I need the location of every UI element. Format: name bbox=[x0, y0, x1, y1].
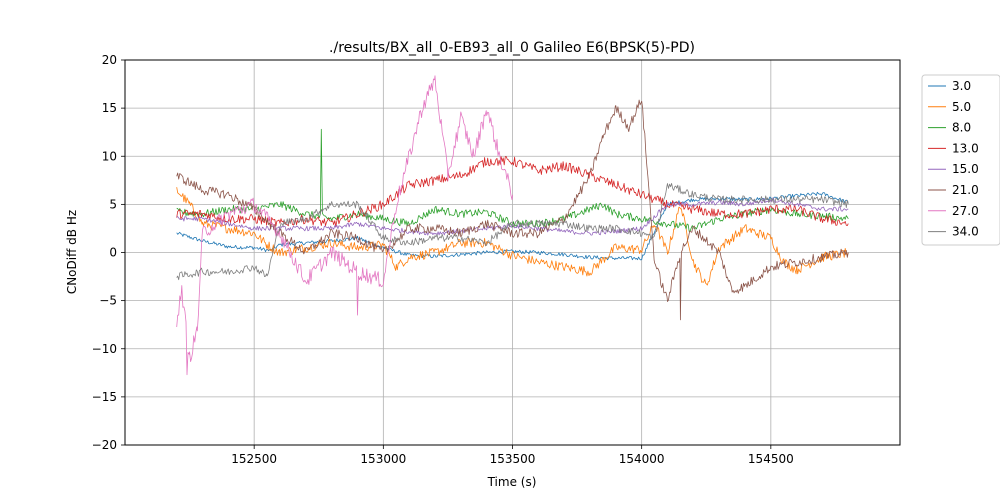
legend: 3.0 5.0 8.0 13.0 15.0 21.0 27.0 34.0 bbox=[921, 74, 1000, 246]
x-tick-label: 154500 bbox=[748, 452, 794, 466]
y-tick-label: 20 bbox=[102, 53, 117, 67]
y-tick-label: −5 bbox=[99, 294, 117, 308]
plot-series bbox=[176, 75, 849, 376]
chart-title: ./results/BX_all_0-EB93_all_0 Galileo E6… bbox=[329, 40, 695, 56]
y-axis-ticks: −20 −15 −10 −5 0 5 10 15 20 bbox=[92, 53, 125, 452]
legend-label: 21.0 bbox=[952, 183, 979, 197]
y-tick-label: −10 bbox=[92, 342, 117, 356]
legend-box bbox=[921, 74, 1000, 246]
y-tick-label: −15 bbox=[92, 390, 117, 404]
series-line-27-0 bbox=[176, 75, 513, 376]
x-axis-label: Time (s) bbox=[487, 475, 537, 489]
y-tick-label: 0 bbox=[109, 246, 117, 260]
y-axis-label: CNoDiff dB Hz bbox=[65, 210, 79, 294]
legend-label: 13.0 bbox=[952, 141, 979, 155]
y-tick-label: 15 bbox=[102, 101, 117, 115]
legend-label: 15.0 bbox=[952, 162, 979, 176]
x-tick-label: 153500 bbox=[490, 452, 536, 466]
legend-label: 27.0 bbox=[952, 204, 979, 218]
legend-label: 5.0 bbox=[952, 100, 971, 114]
legend-label: 34.0 bbox=[952, 225, 979, 239]
x-tick-label: 154000 bbox=[619, 452, 665, 466]
series-line-5-0 bbox=[176, 187, 849, 286]
y-tick-label: 5 bbox=[109, 197, 117, 211]
x-tick-label: 152500 bbox=[231, 452, 277, 466]
legend-label: 3.0 bbox=[952, 79, 971, 93]
legend-label: 8.0 bbox=[952, 121, 971, 135]
x-tick-label: 153000 bbox=[360, 452, 406, 466]
series-line-21-0 bbox=[176, 99, 849, 321]
x-axis-ticks: 152500 153000 153500 154000 154500 bbox=[231, 445, 794, 466]
y-tick-label: −20 bbox=[92, 438, 117, 452]
series-line-34-0 bbox=[176, 182, 849, 281]
y-tick-label: 10 bbox=[102, 149, 117, 163]
